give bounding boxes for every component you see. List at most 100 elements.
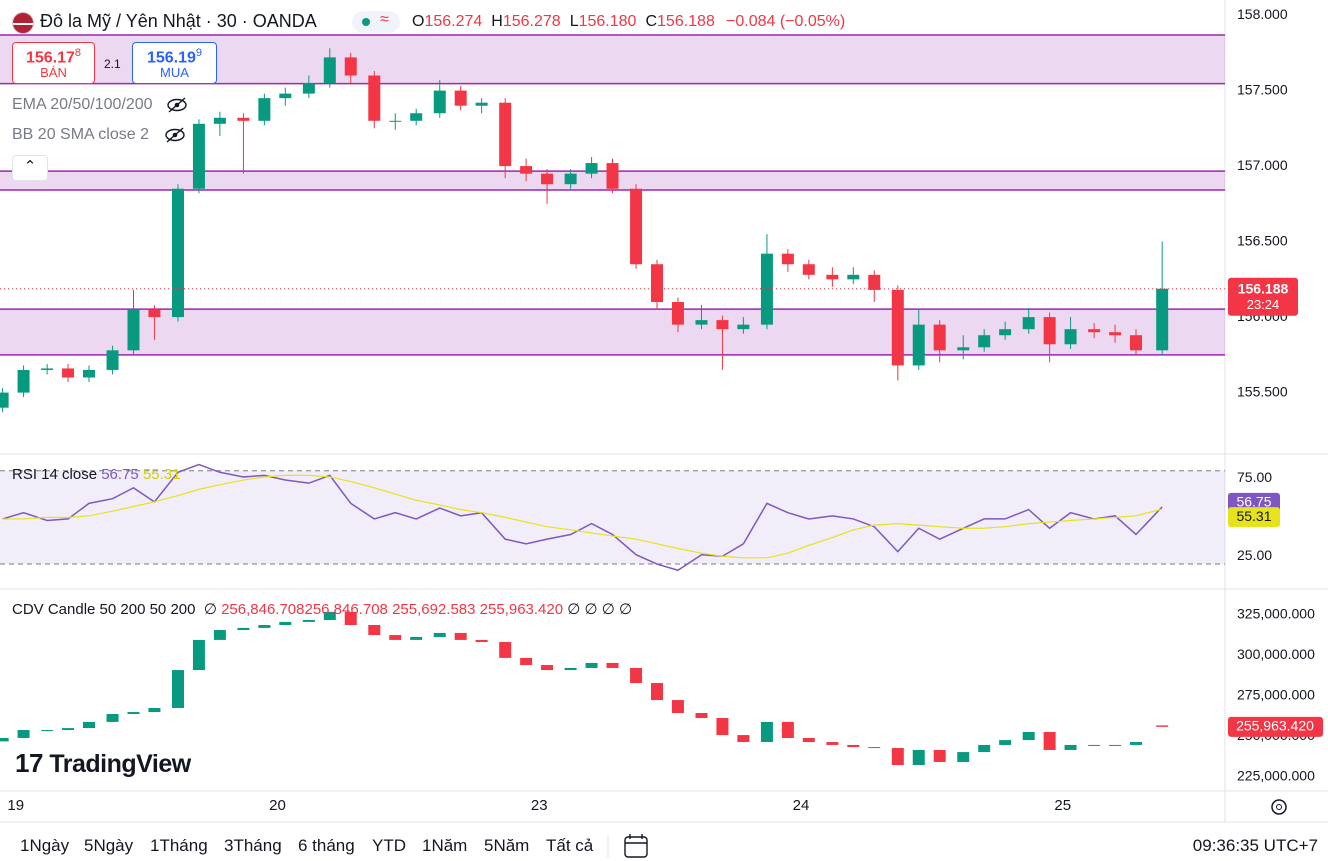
- symbol-title[interactable]: Đô la Mỹ / Yên Nhật · 30 · OANDA: [40, 11, 317, 31]
- range-button[interactable]: Tất cả: [546, 836, 594, 855]
- candle-body: [344, 57, 357, 76]
- candle-body: [978, 335, 991, 348]
- candle-body: [323, 611, 336, 620]
- cdv-value-box: [1228, 716, 1323, 737]
- candle-body: [62, 368, 75, 378]
- y-tick-label: 157.000: [1237, 157, 1288, 173]
- candle-body: [171, 670, 184, 708]
- candle-body: [912, 324, 925, 366]
- range-button[interactable]: 5Năm: [484, 836, 530, 855]
- candle-body: [760, 721, 773, 743]
- candle-body: [891, 289, 904, 366]
- logo-text: TradingView: [49, 750, 191, 778]
- hidden-eye-icon[interactable]: [166, 97, 188, 113]
- cdv-suffix: ∅ ∅ ∅ ∅: [567, 601, 633, 618]
- cdv-value-label: 255,963.420: [1236, 718, 1314, 734]
- candle-body: [781, 721, 794, 738]
- range-button[interactable]: 5Ngày: [84, 836, 134, 855]
- candle-body: [368, 75, 381, 121]
- candle-body: [999, 740, 1012, 745]
- candle-body: [1156, 288, 1169, 351]
- candle-body: [1156, 725, 1169, 727]
- candle-body: [454, 90, 467, 106]
- indicator-label[interactable]: BB 20 SMA close 2: [12, 126, 149, 143]
- ohlc-value: 156.274: [424, 13, 483, 30]
- candle-body: [695, 713, 708, 719]
- range-button[interactable]: 1Tháng: [150, 836, 208, 855]
- candle-body: [410, 637, 423, 640]
- candle-body: [826, 274, 839, 280]
- indicator-label[interactable]: EMA 20/50/100/200: [12, 96, 153, 113]
- x-tick-label: 24: [793, 797, 810, 814]
- hidden-eye-icon[interactable]: [164, 127, 186, 143]
- status-pill[interactable]: ≈: [352, 11, 400, 33]
- ohlc-key: L: [569, 13, 579, 30]
- candle-body: [760, 253, 773, 325]
- range-button[interactable]: 1Năm: [422, 836, 468, 855]
- candle-body: [585, 662, 598, 668]
- y-tick-label: 225,000.000: [1237, 768, 1315, 784]
- x-tick-label: 20: [269, 797, 286, 814]
- candle-body: [41, 368, 54, 370]
- candle-body: [368, 625, 381, 636]
- candle-body: [695, 320, 708, 325]
- collapse-button[interactable]: ⌃: [12, 155, 48, 181]
- calendar-icon[interactable]: [624, 834, 648, 858]
- last-price-box: [1228, 277, 1298, 316]
- candle-body: [0, 392, 9, 408]
- candle-body: [1130, 742, 1143, 745]
- candle-body: [585, 163, 598, 174]
- rsi-value: 56.75: [101, 466, 139, 483]
- candle-body: [520, 166, 533, 174]
- candle-body: [826, 742, 839, 745]
- candle-body: [237, 627, 250, 631]
- candle-body: [957, 347, 970, 351]
- candle-body: [671, 700, 684, 714]
- candle-body: [630, 667, 643, 684]
- candle-body: [454, 632, 467, 640]
- logo[interactable]: 17 TradingView: [15, 748, 191, 779]
- candle-body: [606, 163, 619, 189]
- candle-body: [1022, 731, 1035, 741]
- cdv-legend: CDV Candle 50 200 50 200 ∅ 256,846.70825…: [12, 600, 632, 618]
- buy-label: MUA: [160, 65, 189, 81]
- ohlc-key: C: [645, 13, 658, 30]
- candle-body: [475, 639, 488, 643]
- candle-body: [1022, 317, 1035, 330]
- candle-body: [279, 93, 292, 99]
- candle-body: [650, 264, 663, 302]
- candle-body: [82, 369, 95, 378]
- range-button[interactable]: 3Tháng: [224, 836, 282, 855]
- range-button[interactable]: YTD: [372, 836, 406, 855]
- candle-body: [17, 730, 30, 738]
- range-button[interactable]: 1Ngày: [20, 836, 70, 855]
- candle-body: [716, 320, 729, 330]
- candle-body: [630, 188, 643, 265]
- countdown: 23:24: [1247, 297, 1280, 312]
- candle-body: [192, 123, 205, 189]
- candle-body: [433, 632, 446, 638]
- candle-body: [1130, 335, 1143, 351]
- y-tick-label: 25.00: [1237, 547, 1272, 563]
- ohlc-key: O: [412, 13, 425, 30]
- candle-body: [541, 665, 554, 671]
- range-button[interactable]: 6 tháng: [298, 836, 355, 855]
- ohlc-value: 156.188: [657, 13, 715, 30]
- candle-body: [933, 324, 946, 351]
- sell-button[interactable]: 156.178 BÁN: [12, 42, 95, 84]
- cdv-prefix: ∅: [203, 601, 217, 618]
- candle-body: [279, 621, 292, 626]
- candle-body: [41, 730, 54, 732]
- cdv-value: 256,846.708: [221, 601, 305, 618]
- plot-layer: 19 20 23 24 25 158.000 157.500 157.000 156.500 15…: [0, 6, 1323, 814]
- symbol-flag: [12, 12, 34, 34]
- buy-button[interactable]: 156.199 MUA: [132, 42, 217, 84]
- cdv-value: 255,963.420: [479, 601, 564, 618]
- ohlc-key: H: [491, 13, 503, 30]
- candle-body: [737, 735, 750, 743]
- candle-body: [499, 102, 512, 167]
- candle-body: [868, 274, 881, 290]
- settings-icon[interactable]: [1271, 799, 1287, 815]
- cdv-value: 255,692.583: [392, 601, 476, 618]
- candle-body: [933, 749, 946, 762]
